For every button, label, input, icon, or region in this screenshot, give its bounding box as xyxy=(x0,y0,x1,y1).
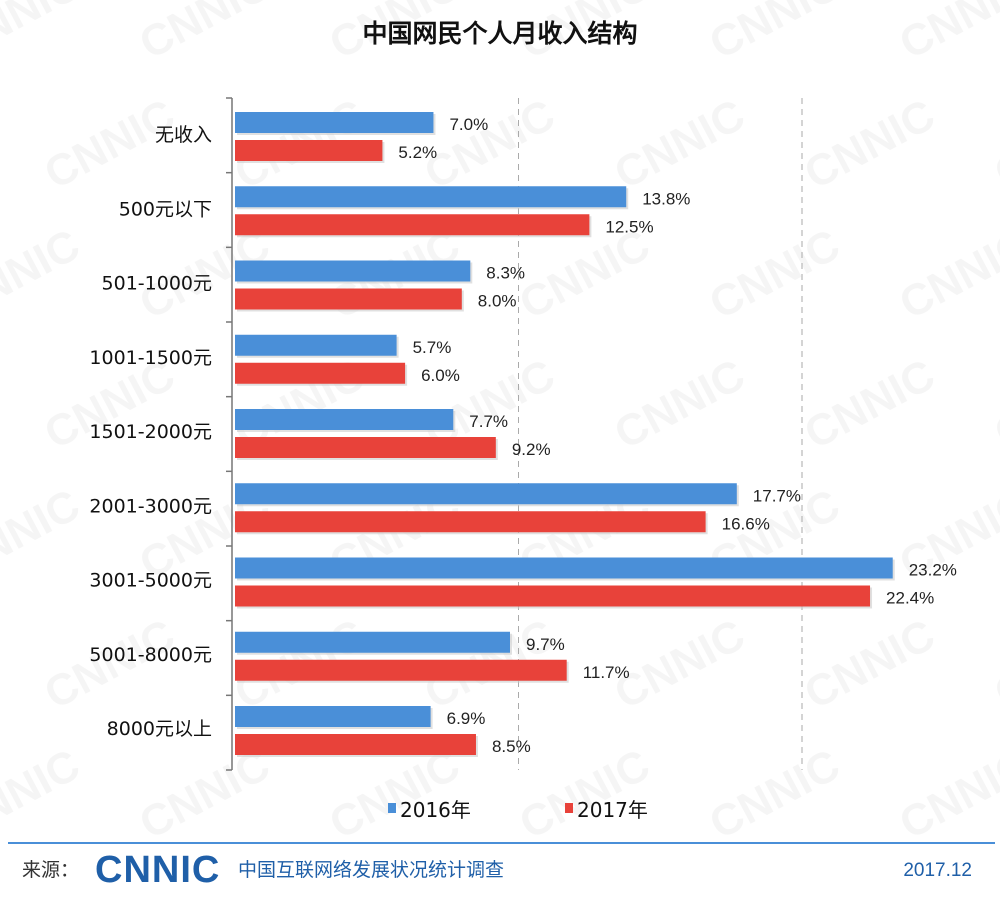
watermark-text: CNNIC xyxy=(987,350,1000,459)
watermark-text: CNNIC xyxy=(417,90,563,199)
legend-swatch xyxy=(388,803,396,813)
cnnic-logo: CNNIC xyxy=(95,849,220,891)
category-label: 3001-5000元 xyxy=(89,570,212,592)
data-label: 6.0% xyxy=(421,366,460,385)
category-label: 无收入 xyxy=(155,124,212,146)
data-label: 6.9% xyxy=(447,709,486,728)
data-label: 11.7% xyxy=(583,663,630,682)
category-label: 8000元以上 xyxy=(107,718,212,740)
gridlines xyxy=(518,98,803,770)
watermark-text: CNNIC xyxy=(607,350,753,459)
bar-2016 xyxy=(235,631,510,653)
category-label: 5001-8000元 xyxy=(89,644,212,666)
watermark-text: CNNIC xyxy=(797,350,943,459)
data-label: 5.2% xyxy=(398,143,437,162)
watermark-text: CNNIC xyxy=(132,0,278,69)
watermark-text: CNNIC xyxy=(797,610,943,719)
watermark-text: CNNIC xyxy=(702,220,848,329)
watermark-text: CNNIC xyxy=(0,0,88,69)
data-label: 8.5% xyxy=(492,737,531,756)
bar-2016 xyxy=(235,557,893,579)
data-label: 9.7% xyxy=(526,635,565,654)
watermark-text: CNNIC xyxy=(702,740,848,849)
bar-2016 xyxy=(235,334,397,356)
legend-swatch xyxy=(565,803,573,813)
watermark-text: CNNIC xyxy=(892,0,1000,69)
data-label: 22.4% xyxy=(886,589,934,608)
watermark-text: CNNIC xyxy=(702,0,848,69)
watermark-text: CNNIC xyxy=(512,740,658,849)
data-label: 23.2% xyxy=(909,561,957,580)
bar-2017 xyxy=(235,585,871,607)
bars: 7.0%5.2%13.8%12.5%8.3%8.0%5.7%6.0%7.7%9.… xyxy=(235,112,957,757)
bar-2017 xyxy=(235,511,706,533)
data-label: 9.2% xyxy=(512,440,551,459)
data-label: 7.7% xyxy=(469,412,508,431)
data-label: 5.7% xyxy=(413,338,452,357)
category-label: 501-1000元 xyxy=(102,273,212,295)
bar-2016 xyxy=(235,483,737,505)
bar-2017 xyxy=(235,362,406,384)
category-label: 500元以下 xyxy=(119,198,212,220)
bar-2016 xyxy=(235,112,434,133)
watermark-text: CNNIC xyxy=(892,220,1000,329)
bar-2017 xyxy=(235,659,567,681)
watermark-text: CNNIC xyxy=(987,610,1000,719)
legend: 2016年 2017年 xyxy=(388,798,648,822)
bar-2017 xyxy=(235,214,590,236)
chart-title: 中国网民个人月收入结构 xyxy=(362,19,637,48)
data-label: 12.5% xyxy=(605,217,653,236)
legend-label: 2017年 xyxy=(577,798,648,822)
watermark-text: CNNIC xyxy=(607,90,753,199)
category-label: 1501-2000元 xyxy=(89,421,212,443)
watermark-text: CNNIC xyxy=(892,740,1000,849)
watermark-text: CNNIC xyxy=(0,740,88,849)
watermark-text: CNNIC xyxy=(0,480,88,589)
footer-date: 2017.12 xyxy=(903,860,972,881)
data-label: 16.6% xyxy=(722,514,770,533)
bar-2016 xyxy=(235,409,454,430)
bar-2017 xyxy=(235,734,476,755)
bar-2017 xyxy=(235,437,496,458)
category-label: 2001-3000元 xyxy=(89,495,212,517)
watermark-text: CNNIC xyxy=(987,90,1000,199)
bar-2016 xyxy=(235,706,431,727)
bar-2016 xyxy=(235,186,627,208)
source-name: 中国互联网络发展状况统计调查 xyxy=(238,859,504,881)
data-label: 7.0% xyxy=(449,115,488,134)
bar-2016 xyxy=(235,260,471,282)
bar-2017 xyxy=(235,140,383,161)
watermark-text: CNNIC xyxy=(797,90,943,199)
data-label: 8.0% xyxy=(478,292,517,311)
legend-label: 2016年 xyxy=(400,798,471,822)
y-axis: 无收入 500元以下 501-1000元 1001-1500元 1501-2000元 20… xyxy=(89,97,233,771)
bar-2017 xyxy=(235,288,462,310)
data-label: 17.7% xyxy=(753,486,801,505)
category-label: 1001-1500元 xyxy=(89,347,212,369)
source-label: 来源： xyxy=(22,859,79,881)
data-label: 13.8% xyxy=(642,189,690,208)
watermark-text: CNNIC xyxy=(0,220,88,329)
data-label: 8.3% xyxy=(486,264,525,283)
